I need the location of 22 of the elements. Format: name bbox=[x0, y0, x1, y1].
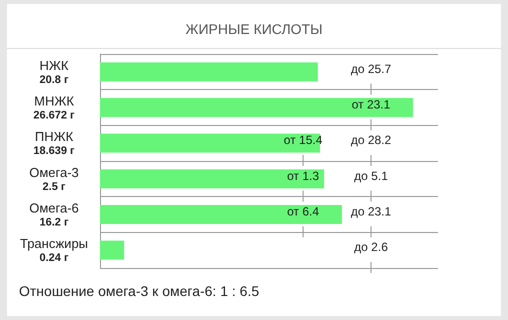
bar bbox=[100, 240, 124, 260]
annotation: от 1.3 bbox=[287, 168, 320, 183]
y-tick-label: МНЖК 26.672 г bbox=[33, 94, 76, 122]
y-tick-label: Омега-3 2.5 г bbox=[29, 164, 79, 193]
annotation: от 6.4 bbox=[287, 204, 320, 218]
annotation: до 25.7 bbox=[350, 62, 392, 76]
annotation: от 23.1 bbox=[352, 98, 391, 112]
bar bbox=[100, 205, 342, 224]
chart-title: ЖИРНЫЕ КИСЛОТЫ bbox=[186, 21, 322, 37]
text: Отношение омега-3 к омега-6: 1 : 6.5 bbox=[19, 283, 260, 299]
y-tick-label: Омега-6 16.2 г bbox=[29, 200, 79, 228]
y-tick-label: Трансжиры 0.24 г bbox=[20, 236, 88, 264]
annotation: до 28.2 bbox=[350, 133, 392, 148]
bar bbox=[100, 62, 318, 82]
annotation: до 23.1 bbox=[350, 204, 392, 218]
bar bbox=[100, 169, 324, 188]
y-tick-label: НЖК 20.8 г bbox=[39, 58, 69, 86]
annotation: до 5.1 bbox=[354, 168, 388, 183]
bar bbox=[100, 134, 320, 153]
y-tick-label: ПНЖК 18.639 г bbox=[33, 129, 76, 158]
bar bbox=[100, 98, 413, 117]
annotation: до 2.6 bbox=[354, 240, 388, 254]
